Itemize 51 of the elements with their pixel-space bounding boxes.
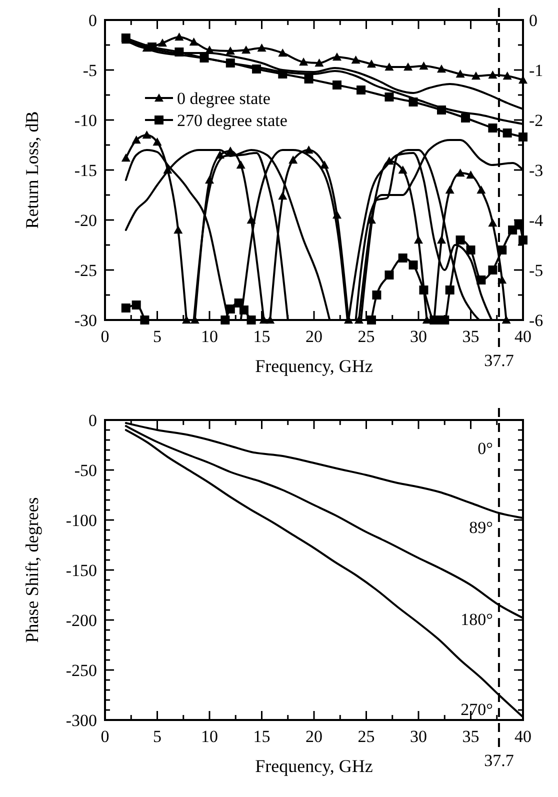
legend-label: 180° (460, 610, 493, 629)
x-tick-label: 40 (514, 327, 532, 346)
y-tick-label: 0 (88, 11, 97, 30)
annotation: 0° (478, 439, 493, 458)
x-tick-label: 35 (462, 727, 480, 746)
y-tick-label: -150 (66, 561, 97, 580)
y-tick-label: -30 (74, 311, 97, 330)
x-tick-label: 10 (201, 327, 218, 346)
legend-label: 270 degree state (177, 111, 288, 130)
y-axis-title: Phase Shift, degrees (22, 497, 42, 643)
y2-tick-label: 0 (529, 11, 538, 30)
y2-tick-label: -2 (529, 111, 544, 130)
y-tick-label: -25 (74, 261, 97, 280)
y2-tick-label: -1 (529, 61, 544, 80)
ref-line-label: 37.7 (484, 351, 514, 370)
x-tick-label: 15 (253, 727, 270, 746)
y2-tick-label: -6 (529, 311, 544, 330)
legend-label: 270° (460, 700, 493, 719)
y-tick-label: -5 (82, 61, 97, 80)
x-tick-label: 25 (358, 727, 375, 746)
y-tick-label: -200 (66, 611, 97, 630)
x-tick-label: 15 (253, 327, 270, 346)
x-tick-label: 30 (410, 727, 427, 746)
x-tick-label: 5 (153, 727, 162, 746)
x-tick-label: 20 (306, 327, 322, 346)
y-tick-label: -20 (74, 211, 97, 230)
y2-tick-label: -3 (529, 161, 544, 180)
legend-label: 89° (469, 518, 493, 537)
y-tick-label: -10 (74, 111, 97, 130)
y-tick-label: -100 (66, 511, 97, 530)
y-tick-label: 0 (88, 411, 97, 430)
y-tick-label: -15 (74, 161, 97, 180)
x-axis-title: Frequency, GHz (255, 356, 373, 376)
x-tick-label: 30 (410, 327, 427, 346)
y-axis-title: Return Loss, dB (22, 111, 42, 229)
y2-tick-label: -5 (529, 261, 544, 280)
x-tick-label: 5 (153, 327, 162, 346)
x-tick-label: 40 (514, 727, 532, 746)
x-tick-label: 0 (100, 327, 110, 346)
x-tick-label: 0 (100, 727, 110, 746)
x-tick-label: 20 (306, 727, 322, 746)
x-tick-label: 25 (358, 327, 375, 346)
y2-tick-label: -4 (529, 211, 544, 230)
y-tick-label: -50 (74, 461, 97, 480)
legend-label: 0 degree state (177, 89, 270, 108)
y-tick-label: -300 (66, 711, 97, 730)
x-tick-label: 10 (201, 727, 218, 746)
x-tick-label: 35 (462, 327, 480, 346)
y-tick-label: -250 (66, 661, 97, 680)
ref-line-label: 37.7 (484, 751, 514, 770)
x-axis-title: Frequency, GHz (255, 756, 373, 776)
